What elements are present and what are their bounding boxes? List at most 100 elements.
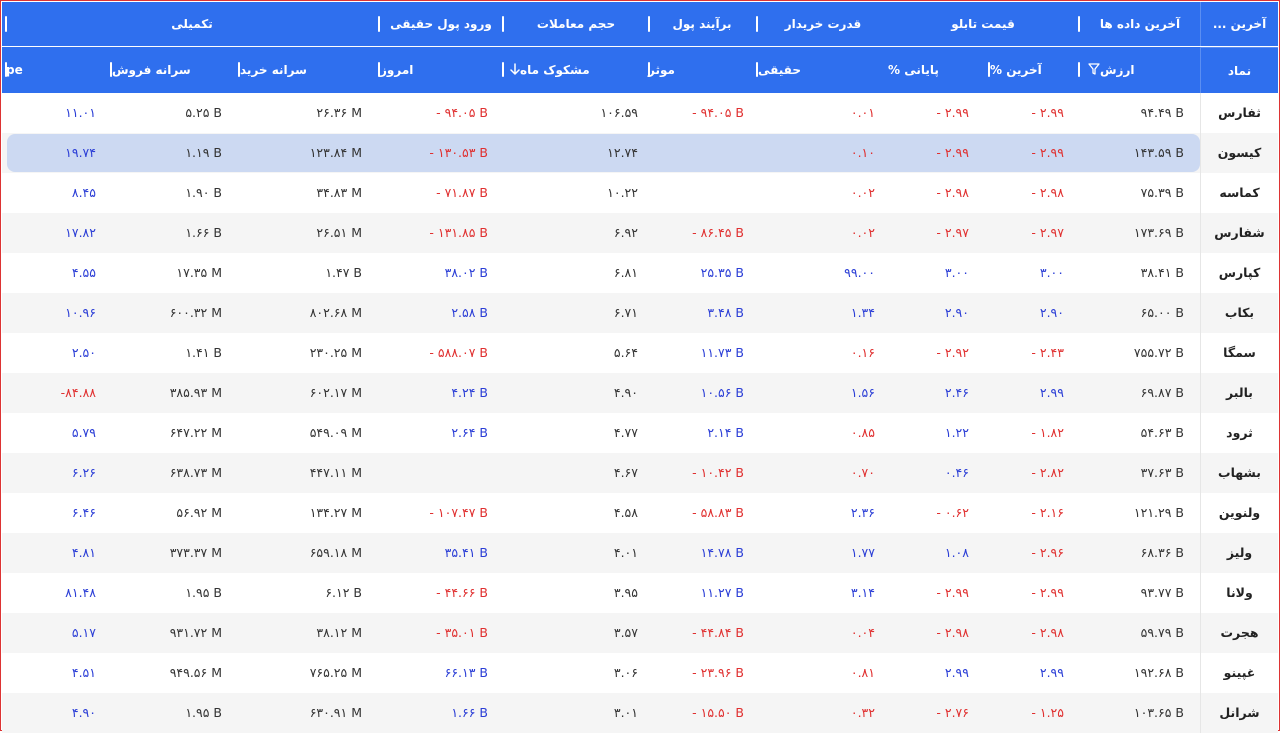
header-group-last[interactable]: آخرین ... xyxy=(1200,2,1278,46)
column-header-sell-per-capita[interactable]: سرانه فروش xyxy=(112,47,238,93)
column-header-real[interactable]: حقیقی xyxy=(758,47,888,93)
suspicious-month-cell: ۳.۰۱ xyxy=(613,705,638,720)
table-row[interactable]: ثفارس ۹۴.۴۹ B - ۲.۹۹ - ۲.۹۹ ۰.۰۱ - ۹۴.۰۵ B ۱۰۶… xyxy=(2,93,1278,133)
table-row[interactable]: کیسون ۱۴۳.۵۹ B - ۲.۹۹ - ۲.۹۹ ۰.۱۰ ۱۲.۷۴ - ۱۳۰.… xyxy=(2,133,1278,173)
last-pct-cell: - ۲.۸۲ xyxy=(1031,465,1064,480)
real-cell: ۰.۸۱ xyxy=(850,665,875,680)
symbol-cell[interactable]: بکاب xyxy=(1200,293,1278,333)
symbol-cell[interactable]: بشهاب xyxy=(1200,453,1278,493)
table-row[interactable]: هجرت ۵۹.۷۹ B - ۲.۹۸ - ۲.۹۸ ۰.۰۴ - ۴۴.۸۴ B ۳.۵۷… xyxy=(2,613,1278,653)
pe-cell: ۱۷.۸۲ xyxy=(65,225,96,240)
today-cell: - ۹۴.۰۵ B xyxy=(436,105,488,120)
table-row[interactable]: شرانل ۱۰۳.۶۵ B - ۱.۲۵ - ۲.۷۶ ۰.۳۲ - ۱۵.۵۰ B ۳.… xyxy=(2,693,1278,733)
column-header-symbol[interactable]: نماد xyxy=(1200,47,1278,93)
table-row[interactable]: بشهاب ۳۷.۶۳ B - ۲.۸۲ ۰.۴۶ ۰.۷۰ - ۱۰.۴۲ B ۴.۶۷ ۴… xyxy=(2,453,1278,493)
symbol-cell[interactable]: کماسه xyxy=(1200,173,1278,213)
sell-per-capita-cell: ۱.۹۵ B xyxy=(185,585,222,600)
selected-row-highlight xyxy=(7,134,1200,172)
pe-cell: -۸۴.۸۸ xyxy=(60,385,96,400)
table-row[interactable]: ولنوین ۱۲۱.۲۹ B - ۲.۱۶ - ۰.۶۲ ۲.۳۶ - ۵۸.۸۳ B ۴… xyxy=(2,493,1278,533)
real-cell: ۰.۰۱ xyxy=(850,105,875,120)
real-cell: ۲.۳۶ xyxy=(850,505,875,520)
symbol-cell[interactable]: شرانل xyxy=(1200,693,1278,733)
real-cell: ۰.۰۴ xyxy=(850,625,875,640)
column-header-pe[interactable]: pe xyxy=(6,47,110,93)
symbol-cell[interactable]: شفارس xyxy=(1200,213,1278,253)
table-row[interactable]: ثرود ۵۴.۶۳ B - ۱.۸۲ ۱.۲۲ ۰.۸۵ ۲.۱۴ B ۴.۷۷ ۲.۶۴ … xyxy=(2,413,1278,453)
header-group-extra[interactable]: تکمیلی xyxy=(6,2,378,46)
last-pct-cell: - ۲.۹۷ xyxy=(1031,225,1064,240)
pe-cell: ۴.۸۱ xyxy=(71,545,96,560)
header-group-board-price[interactable]: قیمت تابلو xyxy=(888,2,1078,46)
effective-cell: ۲.۱۴ B xyxy=(707,425,744,440)
header-group-real-inflow[interactable]: ورود پول حقیقی xyxy=(380,2,502,46)
real-cell: ۱.۷۷ xyxy=(850,545,875,560)
header-separator xyxy=(756,16,758,32)
header-group-buyer-power[interactable]: قدرت خریدار xyxy=(758,2,888,46)
header-group-volume[interactable]: حجم معاملات xyxy=(504,2,648,46)
symbol-cell[interactable]: کپارس xyxy=(1200,253,1278,293)
header-group-last-data[interactable]: آخرین داده ها xyxy=(1080,2,1200,46)
table-row[interactable]: ولانا ۹۳.۷۷ B - ۲.۹۹ - ۲.۹۹ ۳.۱۴ ۱۱.۲۷ B ۳.۹۵ -… xyxy=(2,573,1278,613)
today-cell: ۳۸.۰۲ B xyxy=(444,265,488,280)
symbol-cell[interactable]: ولنوین xyxy=(1200,493,1278,533)
symbol-cell[interactable]: ثرود xyxy=(1200,413,1278,453)
table-row[interactable]: شفارس ۱۷۳.۶۹ B - ۲.۹۷ - ۲.۹۷ ۰.۰۲ - ۸۶.۴۵ B ۶.… xyxy=(2,213,1278,253)
table-row[interactable]: ولیز ۶۸.۳۶ B - ۲.۹۶ ۱.۰۸ ۱.۷۷ ۱۴.۷۸ B ۴.۰۱ ۳۵.۴… xyxy=(2,533,1278,573)
pe-cell: ۸.۴۵ xyxy=(71,185,96,200)
header-group-money-flow[interactable]: برآیند پول xyxy=(648,2,756,46)
symbol-cell[interactable]: کیسون xyxy=(1200,133,1278,173)
filter-icon[interactable] xyxy=(1088,62,1100,78)
column-header-label: نماد xyxy=(1227,63,1252,78)
column-header-label: حقیقی xyxy=(758,63,801,77)
today-cell: - ۱۳۱.۸۵ B xyxy=(429,225,488,240)
table-row[interactable]: بالبر ۶۹.۸۷ B ۲.۹۹ ۲.۴۶ ۱.۵۶ ۱۰.۵۶ B ۴.۹۰ ۴.۲۴ … xyxy=(2,373,1278,413)
close-pct-cell: - ۲.۹۹ xyxy=(936,105,969,120)
column-header-label: موثر xyxy=(648,63,675,77)
sell-per-capita-cell: ۱.۶۶ B xyxy=(185,225,222,240)
last-pct-cell: - ۲.۱۶ xyxy=(1031,505,1064,520)
column-header-suspicious-month[interactable]: مشکوک ماه xyxy=(504,47,648,93)
symbol-cell[interactable]: ولیز xyxy=(1200,533,1278,573)
column-header-close-pct[interactable]: پایانی % xyxy=(888,47,988,93)
header-separator xyxy=(5,62,7,77)
sell-per-capita-cell: ۹۳۱.۷۲ M xyxy=(169,625,222,640)
suspicious-month-cell: ۶.۸۱ xyxy=(613,265,638,280)
symbol-cell[interactable]: غپینو xyxy=(1200,653,1278,693)
symbol-cell[interactable]: ثفارس xyxy=(1200,93,1278,133)
column-header-today[interactable]: امروز xyxy=(380,47,502,93)
table-row[interactable]: غپینو ۱۹۲.۶۸ B ۲.۹۹ ۲.۹۹ ۰.۸۱ - ۲۳.۹۶ B ۳.۰۶ ۶۶… xyxy=(2,653,1278,693)
last-pct-cell: - ۲.۹۸ xyxy=(1031,185,1064,200)
pe-cell: ۱۱.۰۱ xyxy=(65,105,96,120)
header-group-label: آخرین داده ها xyxy=(1099,17,1181,31)
column-header-label: سرانه خرید xyxy=(240,63,307,77)
column-header-row: نماد ارزش آخرین % پایانی % حقیقی موثر مش… xyxy=(2,47,1278,93)
symbol-cell[interactable]: بالبر xyxy=(1200,373,1278,413)
suspicious-month-cell: ۳.۹۵ xyxy=(613,585,638,600)
table-row[interactable]: بکاب ۶۵.۰۰ B ۲.۹۰ ۲.۹۰ ۱.۳۴ ۳.۴۸ B ۶.۷۱ ۲.۵۸ B ۸… xyxy=(2,293,1278,333)
buy-per-capita-cell: ۱۳۴.۲۷ M xyxy=(309,505,362,520)
buy-per-capita-cell: ۳۸.۱۲ M xyxy=(316,625,362,640)
column-header-last-pct[interactable]: آخرین % xyxy=(990,47,1078,93)
value-cell: ۳۷.۶۳ B xyxy=(1140,465,1184,480)
close-pct-cell: ۲.۹۰ xyxy=(944,305,969,320)
sell-per-capita-cell: ۳۸۵.۹۳ M xyxy=(169,385,222,400)
column-header-value[interactable]: ارزش xyxy=(1080,47,1200,93)
sell-per-capita-cell: ۱۷.۳۵ M xyxy=(176,265,222,280)
value-cell: ۹۴.۴۹ B xyxy=(1140,105,1184,120)
table-row[interactable]: کپارس ۳۸.۴۱ B ۳.۰۰ ۳.۰۰ ۹۹.۰۰ ۲۵.۳۵ B ۶.۸۱ ۳۸.۰… xyxy=(2,253,1278,293)
close-pct-cell: - ۲.۹۲ xyxy=(936,345,969,360)
real-cell: ۳.۱۴ xyxy=(850,585,875,600)
sort-down-icon[interactable] xyxy=(510,62,520,78)
effective-cell: - ۸۶.۴۵ B xyxy=(692,225,744,240)
symbol-cell[interactable]: سمگا xyxy=(1200,333,1278,373)
effective-cell: - ۵۸.۸۳ B xyxy=(692,505,744,520)
column-header-effective[interactable]: موثر xyxy=(648,47,756,93)
table-row[interactable]: سمگا ۷۵۵.۷۲ B - ۲.۴۳ - ۲.۹۲ ۰.۱۶ ۱۱.۷۳ B ۵.۶۴ -… xyxy=(2,333,1278,373)
table-row[interactable]: کماسه ۷۵.۳۹ B - ۲.۹۸ - ۲.۹۸ ۰.۰۲ ۱۰.۲۲ - ۷۱.۸۷… xyxy=(2,173,1278,213)
symbol-cell[interactable]: ولانا xyxy=(1200,573,1278,613)
close-pct-cell: - ۲.۹۸ xyxy=(936,185,969,200)
today-cell: - ۱۰۷.۴۷ B xyxy=(429,505,488,520)
column-header-buy-per-capita[interactable]: سرانه خرید xyxy=(240,47,378,93)
symbol-cell[interactable]: هجرت xyxy=(1200,613,1278,653)
